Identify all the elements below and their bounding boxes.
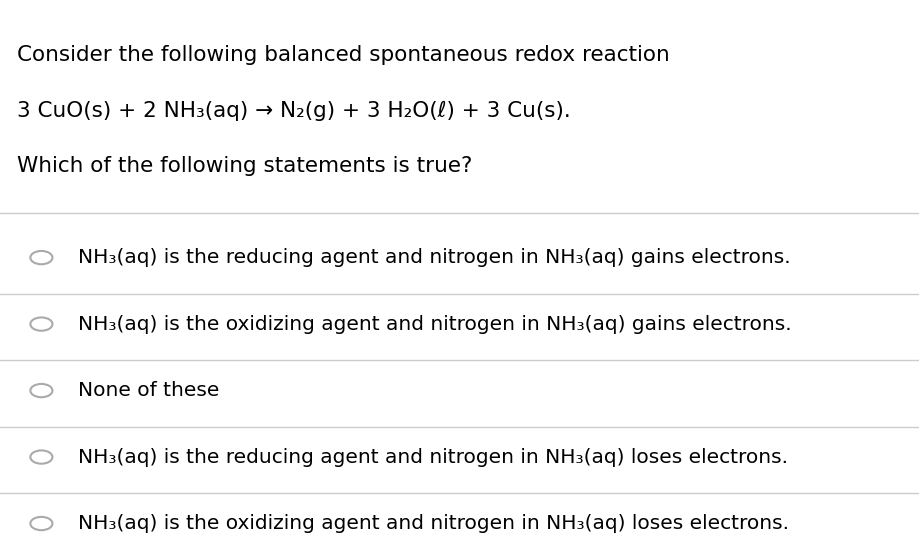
Text: 3 CuO(s) + 2 NH₃(aq) → N₂(g) + 3 H₂O(ℓ) + 3 Cu(s).: 3 CuO(s) + 2 NH₃(aq) → N₂(g) + 3 H₂O(ℓ) … [17, 101, 570, 121]
Text: NH₃(aq) is the reducing agent and nitrogen in NH₃(aq) loses electrons.: NH₃(aq) is the reducing agent and nitrog… [78, 448, 788, 466]
Text: Which of the following statements is true?: Which of the following statements is tru… [17, 156, 471, 176]
Text: NH₃(aq) is the oxidizing agent and nitrogen in NH₃(aq) gains electrons.: NH₃(aq) is the oxidizing agent and nitro… [78, 315, 791, 334]
Text: NH₃(aq) is the oxidizing agent and nitrogen in NH₃(aq) loses electrons.: NH₃(aq) is the oxidizing agent and nitro… [78, 514, 789, 533]
Text: None of these: None of these [78, 381, 220, 400]
Text: NH₃(aq) is the reducing agent and nitrogen in NH₃(aq) gains electrons.: NH₃(aq) is the reducing agent and nitrog… [78, 248, 790, 267]
Text: Consider the following balanced spontaneous redox reaction: Consider the following balanced spontane… [17, 45, 669, 65]
